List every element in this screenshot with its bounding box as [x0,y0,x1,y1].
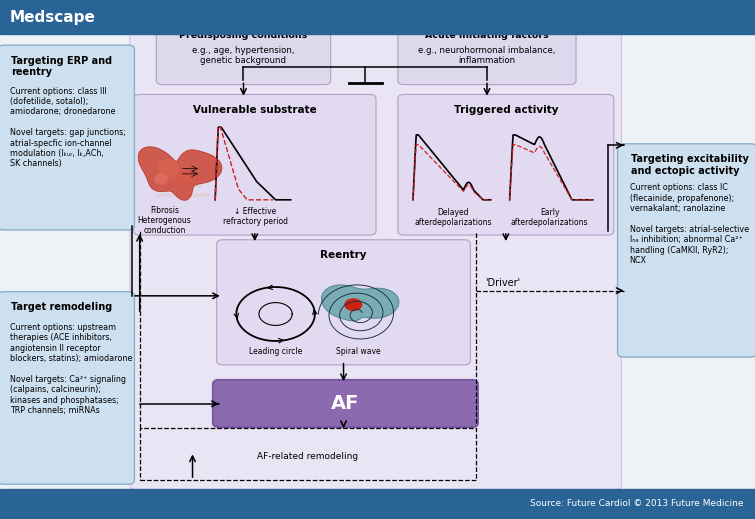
FancyBboxPatch shape [217,240,470,365]
Ellipse shape [178,171,193,184]
Text: Reentry: Reentry [320,250,367,260]
Text: Delayed
afterdepolarizations: Delayed afterdepolarizations [414,208,492,227]
Ellipse shape [154,173,168,185]
Text: ↓ Effective
refractory period: ↓ Effective refractory period [223,207,288,226]
Bar [157,193,210,197]
Text: Spiral wave: Spiral wave [336,347,381,356]
Text: Leading circle: Leading circle [249,347,302,356]
Bar [149,172,202,176]
Text: Targeting excitability
and ectopic activity: Targeting excitability and ectopic activ… [631,154,749,176]
Text: e.g., neurohormonal imbalance,
inflammation: e.g., neurohormonal imbalance, inflammat… [418,46,556,65]
FancyBboxPatch shape [134,94,376,235]
Polygon shape [138,147,222,200]
FancyBboxPatch shape [130,27,621,489]
Polygon shape [322,285,399,321]
Text: Fibrosis
Heterogenous
conduction: Fibrosis Heterogenous conduction [137,206,192,235]
FancyBboxPatch shape [0,292,134,484]
Text: Current options: class IC
(flecainide, propafenone);
vernakalant; ranolazine

No: Current options: class IC (flecainide, p… [630,183,749,265]
FancyBboxPatch shape [398,94,614,235]
Text: Triggered activity: Triggered activity [454,105,558,115]
FancyBboxPatch shape [398,22,576,85]
Bar [0,0,755,34]
Text: Medscape: Medscape [10,10,96,24]
Text: 'Driver': 'Driver' [485,278,520,288]
FancyBboxPatch shape [213,380,478,427]
Bar [149,183,202,187]
Text: e.g., age, hypertension,
genetic background: e.g., age, hypertension, genetic backgro… [193,46,294,65]
Text: AF-related remodeling: AF-related remodeling [257,452,359,461]
Ellipse shape [158,159,179,179]
Text: Targeting ERP and
reentry: Targeting ERP and reentry [11,56,112,77]
Bar [0,489,755,519]
Text: Target remodeling: Target remodeling [11,302,112,312]
Text: Early
afterdepolarizations: Early afterdepolarizations [511,208,588,227]
Text: AF: AF [331,394,359,413]
FancyBboxPatch shape [156,22,331,85]
Text: Source: Future Cardiol © 2013 Future Medicine: Source: Future Cardiol © 2013 Future Med… [530,499,744,509]
Text: Current options: class III
(dofetilide, sotalol);
amiodarone; dronedarone

Novel: Current options: class III (dofetilide, … [10,87,125,169]
FancyBboxPatch shape [0,45,134,230]
Text: Acute initiating factors: Acute initiating factors [425,31,549,40]
Text: Predisposing conditions: Predisposing conditions [180,31,307,40]
Circle shape [345,299,362,310]
Text: Vulnerable substrate: Vulnerable substrate [193,105,316,115]
Text: Current options: upstream
therapies (ACE inhibitors,
angiotensin II receptor
blo: Current options: upstream therapies (ACE… [10,323,132,415]
FancyBboxPatch shape [618,144,755,357]
